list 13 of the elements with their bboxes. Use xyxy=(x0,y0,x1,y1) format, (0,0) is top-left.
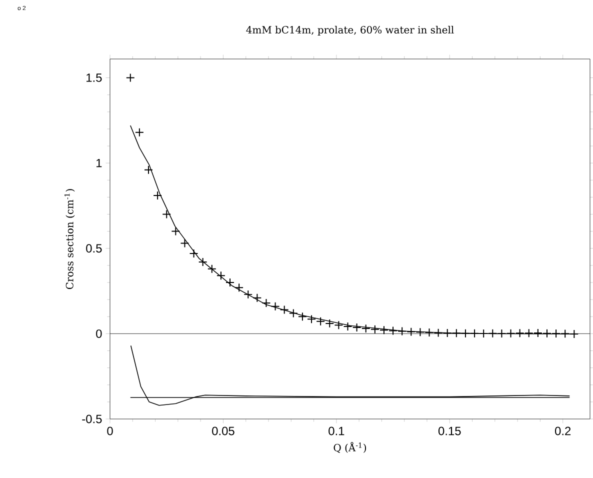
y-tick-label: 1.5 xyxy=(86,74,102,82)
y-tick-label: 0 xyxy=(96,329,102,338)
x-tick-label: 0.2 xyxy=(555,426,571,436)
chart-title: 4mM bC14m, prolate, 60% water in shell xyxy=(246,26,454,36)
y-axis-title: Cross section (cm$^{-1}$) xyxy=(64,189,75,290)
x-axis-title: Q (Å$^{-1}$) xyxy=(334,442,366,453)
y-tick-label: 0.5 xyxy=(86,244,102,253)
x-tick-label: 0 xyxy=(107,426,113,436)
y-tick-label: -0.5 xyxy=(82,414,102,424)
x-tick-label: 0.05 xyxy=(212,426,234,436)
y-tick-label: 1 xyxy=(96,158,102,168)
x-tick-label: 0.15 xyxy=(438,426,461,436)
x-tick-label: 0.1 xyxy=(328,426,344,436)
